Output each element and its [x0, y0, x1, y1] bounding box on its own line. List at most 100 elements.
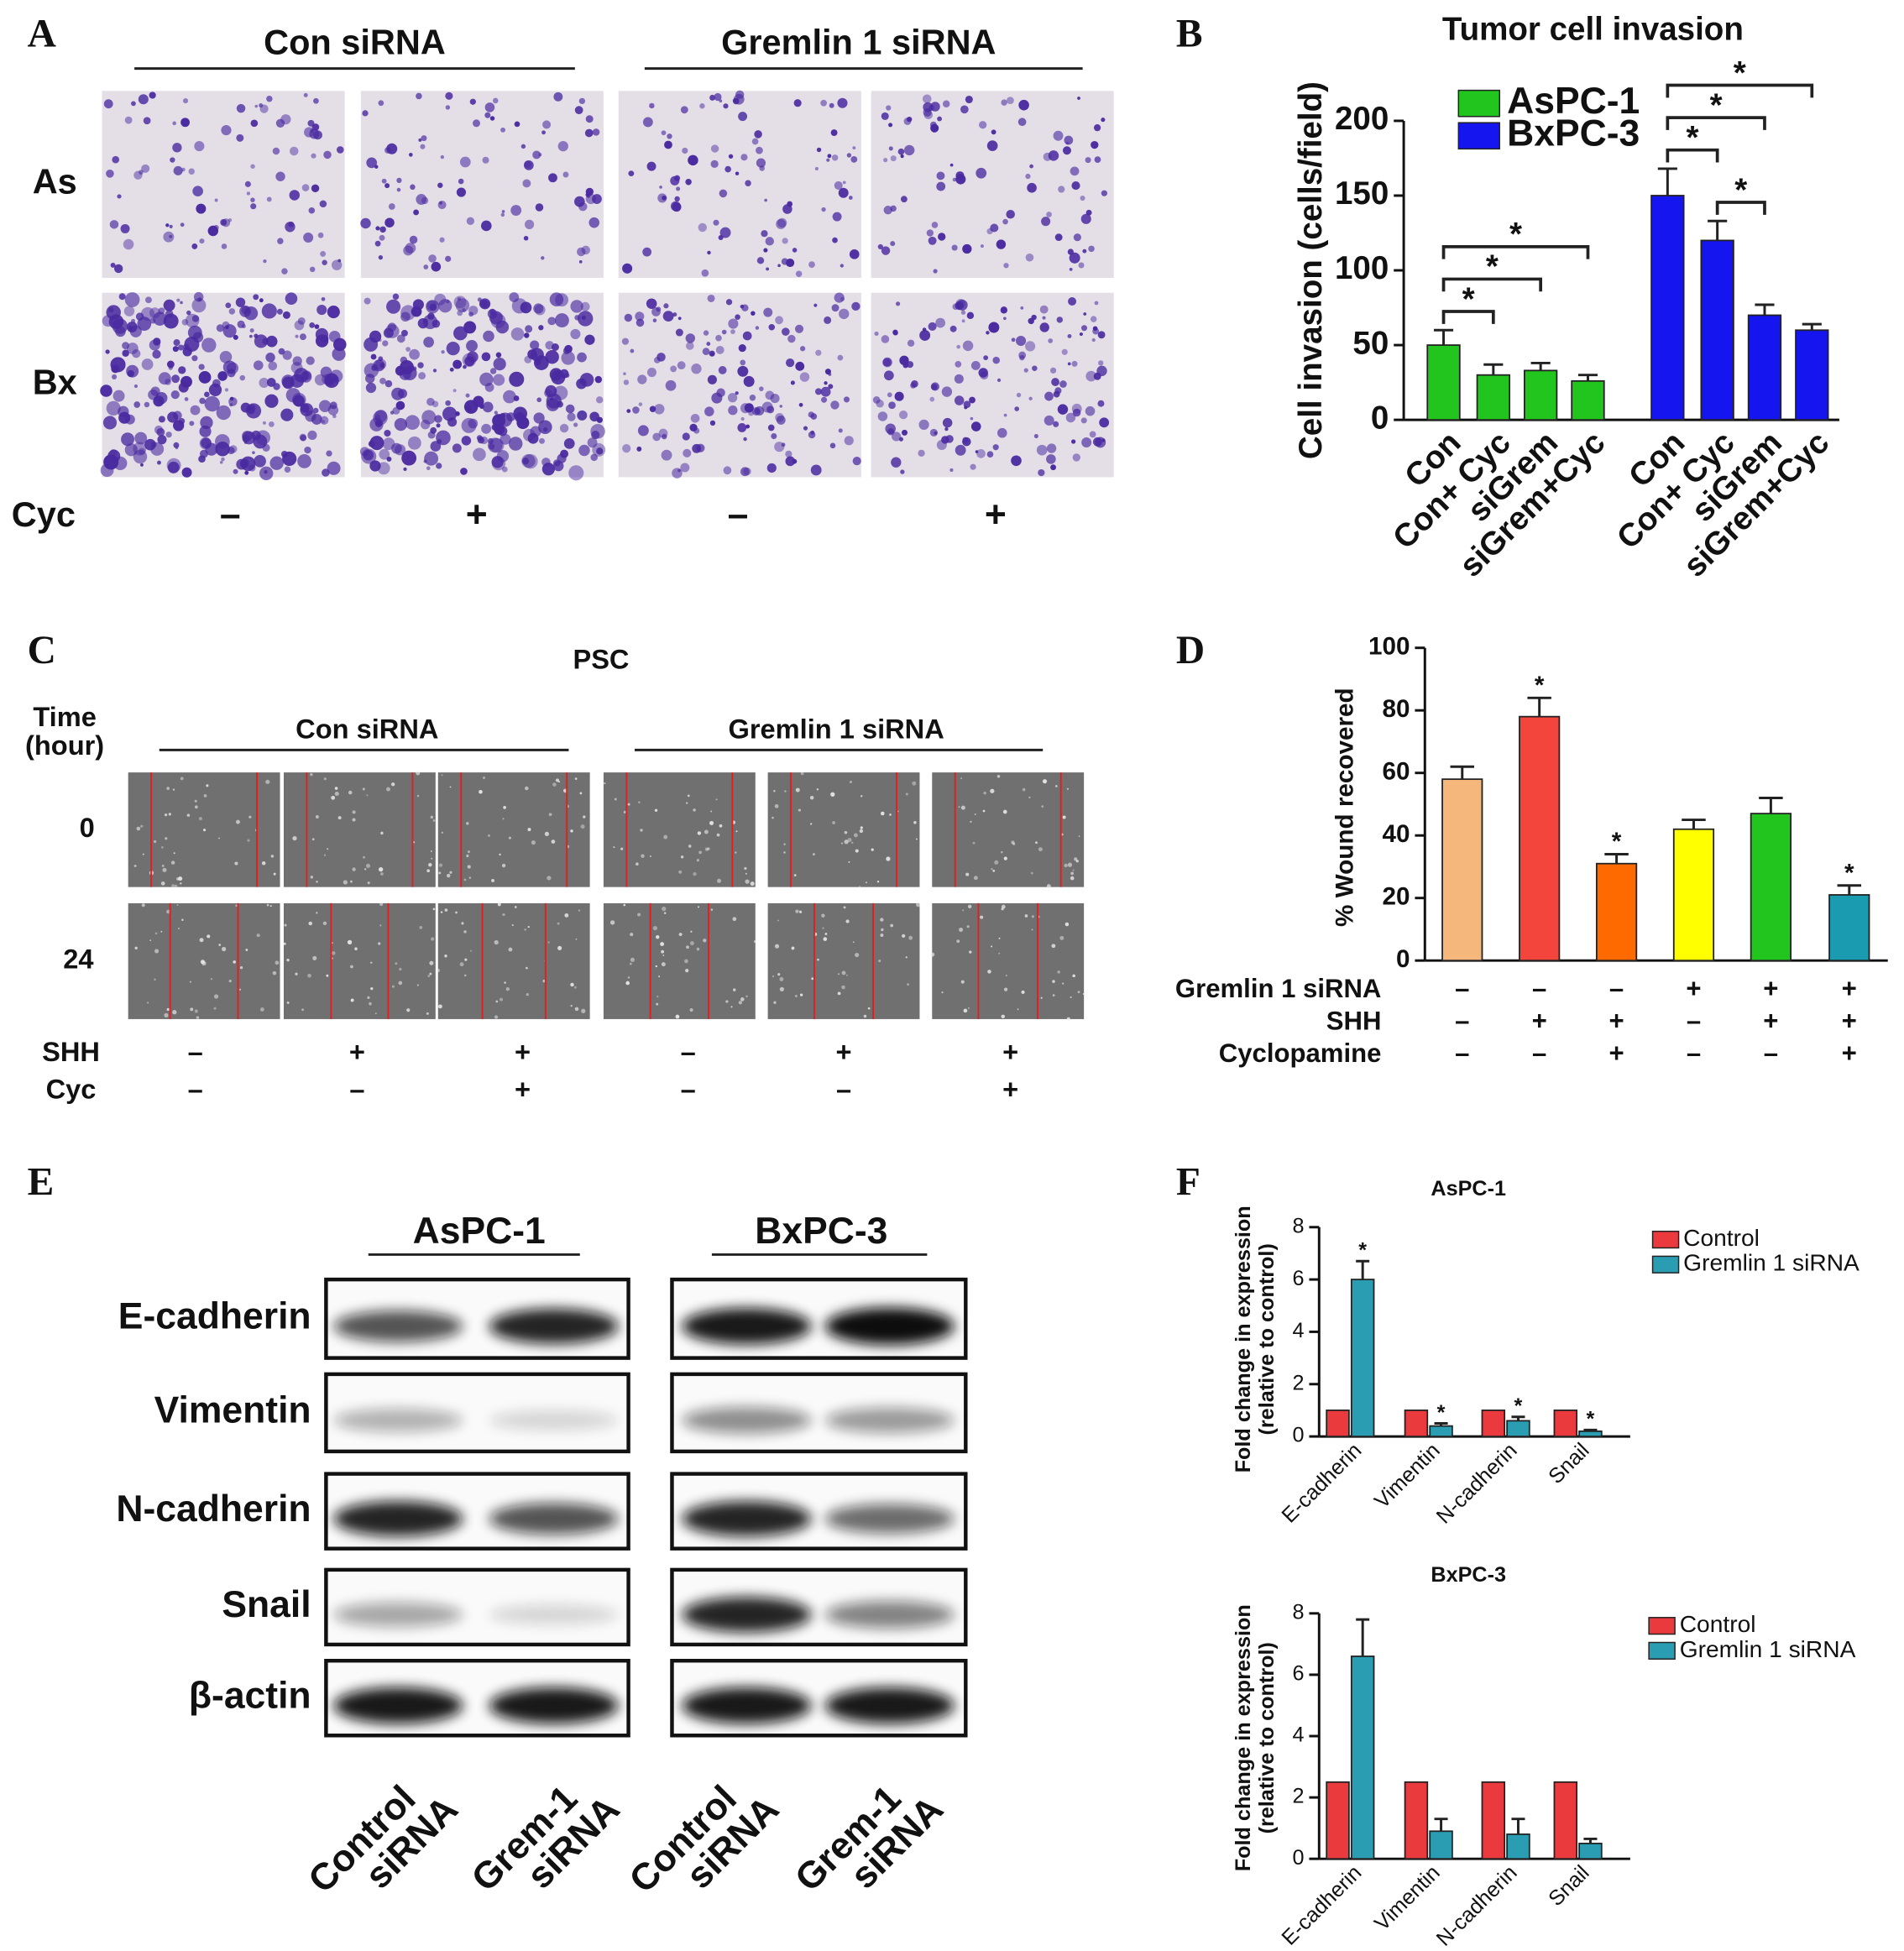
speck — [623, 810, 626, 813]
y-axis-label: (relative to control) — [1255, 1243, 1279, 1435]
legend-label: Control — [1680, 1610, 1756, 1637]
cell — [1057, 404, 1069, 415]
cell — [166, 360, 175, 369]
legend-label: Gremlin 1 siRNA — [1683, 1249, 1860, 1276]
cell — [511, 298, 527, 314]
speck — [432, 819, 436, 822]
cell — [181, 318, 189, 326]
cell — [723, 103, 729, 109]
cell — [1080, 417, 1087, 424]
cell — [1059, 380, 1067, 388]
cell — [383, 327, 394, 338]
cell — [672, 312, 677, 317]
y-axis-label: (relative to control) — [1255, 1642, 1279, 1833]
wound-image — [283, 902, 436, 1019]
y-tick-label: 80 — [1383, 695, 1410, 723]
speck — [504, 981, 506, 984]
cell — [707, 250, 711, 255]
speck — [774, 804, 779, 808]
cell — [949, 468, 954, 473]
cell — [657, 193, 667, 203]
cell — [423, 459, 427, 463]
cell — [277, 238, 284, 244]
cell — [384, 183, 390, 189]
cell — [216, 324, 224, 332]
speck — [841, 985, 845, 990]
speck — [180, 882, 182, 885]
cell — [592, 128, 600, 136]
cell — [1065, 412, 1076, 423]
cell — [765, 390, 775, 400]
speck — [793, 874, 797, 877]
cell — [570, 328, 581, 339]
y-tick-label: 60 — [1383, 758, 1410, 786]
cell — [421, 410, 437, 425]
cell — [969, 396, 976, 404]
speck — [308, 921, 312, 926]
cell — [362, 110, 369, 117]
speck — [380, 872, 384, 876]
cell — [318, 400, 332, 412]
speck — [170, 860, 175, 865]
cell — [1043, 152, 1052, 161]
cell — [100, 463, 114, 478]
cell — [120, 223, 130, 233]
treatment-sign: – — [220, 494, 241, 536]
cell — [581, 245, 591, 255]
cell — [623, 372, 626, 375]
bar — [1523, 369, 1558, 421]
cell — [500, 212, 505, 217]
speck — [794, 994, 798, 997]
speck — [573, 986, 577, 989]
speck — [973, 876, 978, 881]
speck — [941, 991, 944, 994]
cell — [901, 429, 908, 436]
speck — [963, 1008, 968, 1013]
cell — [199, 425, 212, 437]
cell — [378, 100, 384, 107]
speck — [678, 933, 683, 937]
cell — [1016, 392, 1022, 398]
speck — [967, 904, 972, 909]
cell — [1071, 360, 1078, 367]
speck — [822, 927, 824, 929]
speck — [196, 1016, 200, 1019]
cell — [713, 219, 719, 226]
cell — [703, 330, 709, 336]
cell — [562, 347, 571, 355]
cell — [180, 222, 185, 228]
cell — [225, 302, 232, 309]
bar — [1595, 862, 1638, 962]
cell — [1094, 301, 1099, 306]
cell — [224, 388, 229, 392]
cell — [1080, 196, 1085, 201]
speck — [419, 926, 423, 929]
speck — [160, 930, 163, 933]
cell — [1061, 348, 1068, 355]
cell — [400, 311, 411, 322]
bar — [1571, 379, 1605, 421]
cell — [124, 116, 133, 124]
cell — [496, 450, 510, 463]
cell — [771, 433, 777, 440]
cell — [898, 437, 903, 442]
speck — [427, 975, 431, 978]
speck — [235, 904, 238, 908]
cell — [122, 349, 129, 358]
cell — [248, 334, 253, 338]
cell — [178, 417, 186, 425]
speck — [499, 853, 501, 856]
speck — [974, 813, 976, 815]
cell — [493, 374, 505, 386]
error-bar — [1527, 696, 1551, 717]
x-tick-label: Snail — [1544, 1439, 1593, 1488]
cell — [785, 358, 795, 368]
speck — [689, 941, 694, 946]
cell — [710, 352, 715, 357]
cell — [299, 333, 306, 341]
cell — [815, 349, 822, 356]
cell — [423, 264, 429, 269]
cell — [623, 379, 630, 385]
speck — [261, 861, 266, 866]
cell — [1002, 218, 1008, 225]
